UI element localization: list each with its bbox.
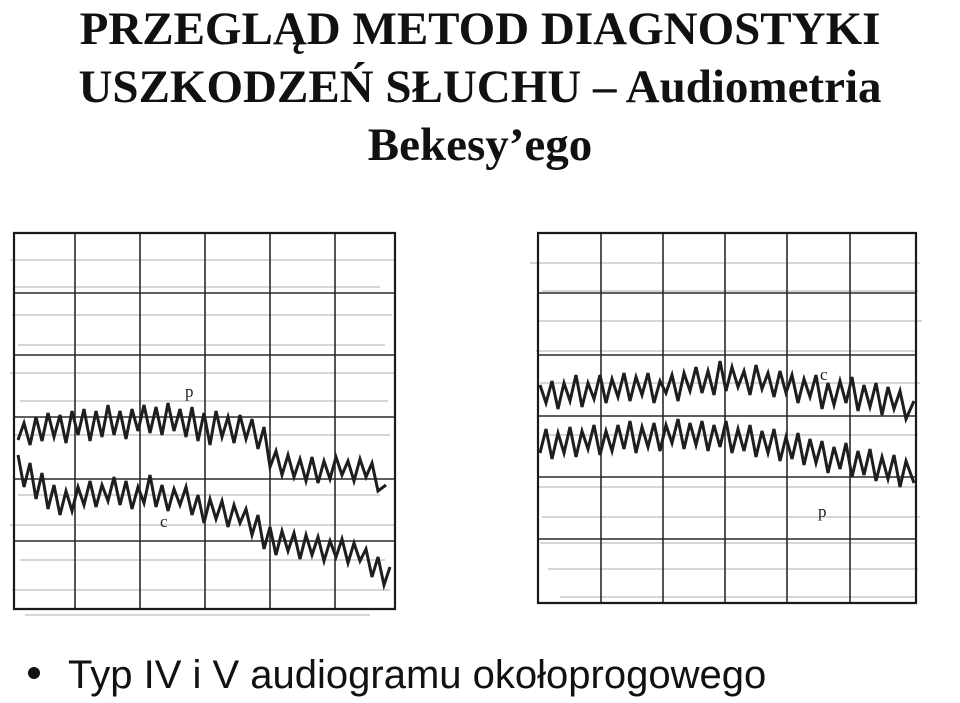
audiogram-grid <box>536 231 918 605</box>
slide-title: PRZEGLĄD METOD DIAGNOSTYKI USZKODZEŃ SŁU… <box>0 0 960 174</box>
audiogram-figure-right: c p <box>520 225 930 615</box>
bullet-item: Typ IV i V audiogramu okołoprogowego <box>28 650 766 700</box>
trace-c-right <box>538 360 916 424</box>
bullet-dot-icon <box>28 667 40 680</box>
trace-c-left <box>16 454 392 591</box>
curve-label-c-left: c <box>160 512 168 531</box>
curve-label-p-right: p <box>818 502 827 521</box>
trace-p-right <box>538 418 916 488</box>
scan-background-text <box>530 262 922 598</box>
audiogram-figure-left: p c <box>0 205 408 625</box>
bullet-text: Typ IV i V audiogramu okołoprogowego <box>68 653 767 697</box>
curve-label-p-left: p <box>185 382 194 401</box>
title-line-3: Bekesy’ego <box>367 119 593 171</box>
trace-p-left <box>16 402 387 494</box>
audiogram-right-svg: c p <box>530 231 922 605</box>
audiogram-left-svg: p c <box>10 231 397 616</box>
title-line-1: PRZEGLĄD METOD DIAGNOSTYKI <box>79 3 881 55</box>
title-line-2: USZKODZEŃ SŁUCHU – Audiometria <box>78 61 882 113</box>
curve-label-c-right: c <box>820 365 828 384</box>
